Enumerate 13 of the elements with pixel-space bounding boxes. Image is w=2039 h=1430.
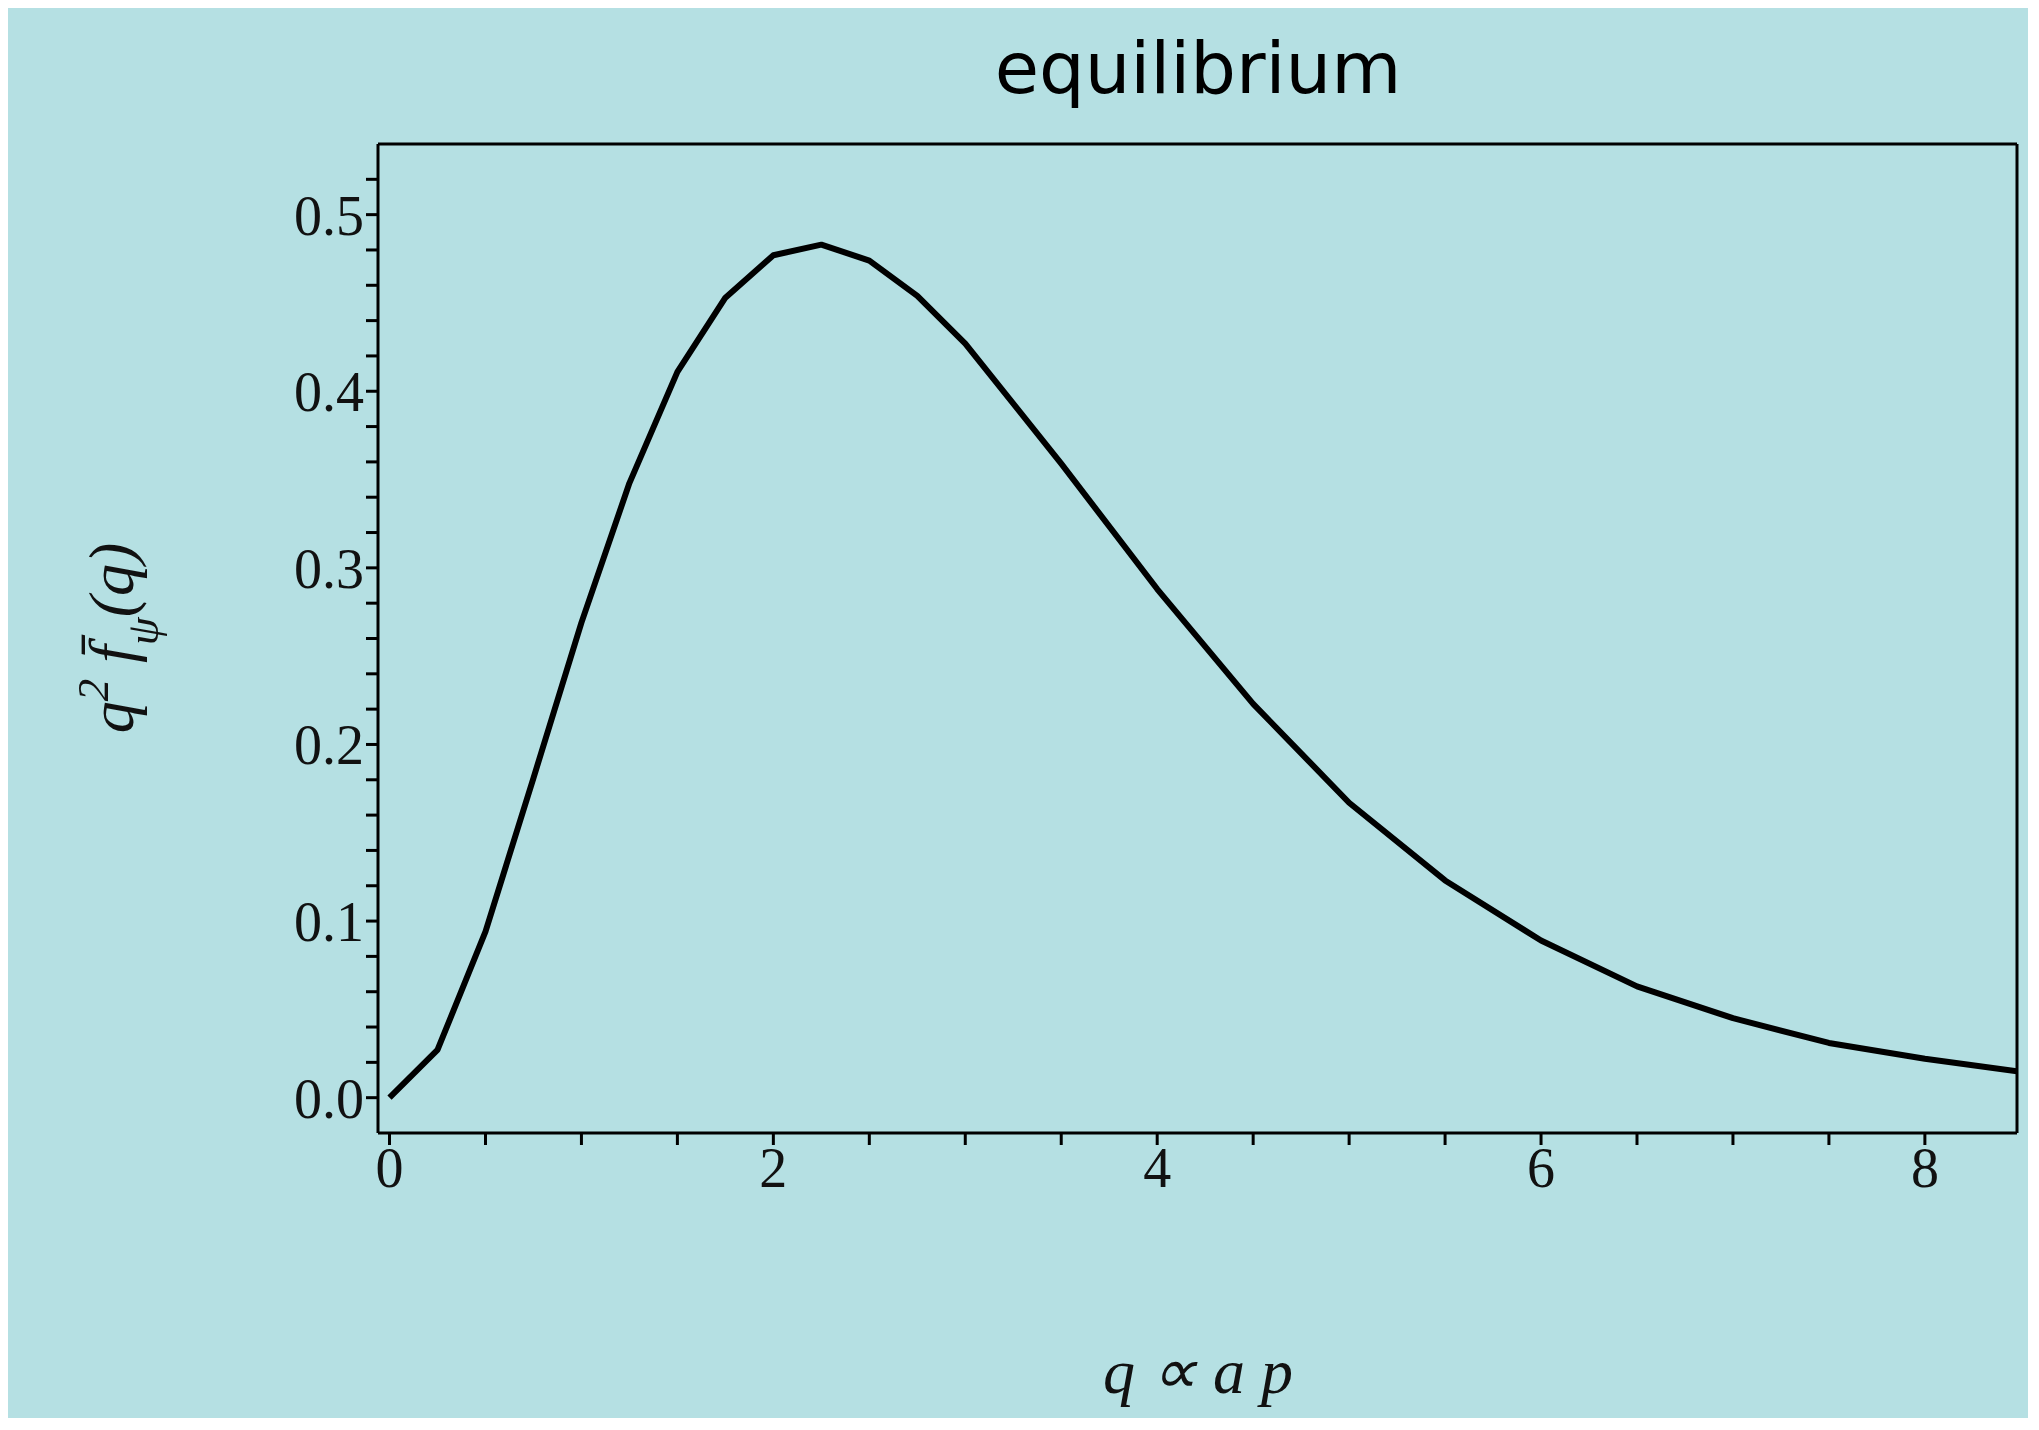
x-tick-label: 4 <box>1143 1136 1172 1199</box>
y-tick-label: 0.2 <box>294 714 364 777</box>
y-tick-label: 0.1 <box>294 890 364 953</box>
y-tick-label: 0.3 <box>294 537 364 600</box>
x-tick-label: 6 <box>1527 1136 1556 1199</box>
y-tick-label: 0.5 <box>294 184 364 247</box>
chart-title: equilibrium <box>994 26 1402 110</box>
y-tick-label: 0.0 <box>294 1067 364 1130</box>
y-tick-label: 0.4 <box>294 361 364 424</box>
x-tick-label: 2 <box>759 1136 788 1199</box>
x-tick-label: 8 <box>1910 1136 1939 1199</box>
x-axis-title: q ∝ a p <box>1103 1336 1293 1407</box>
x-tick-label: 0 <box>375 1136 404 1199</box>
